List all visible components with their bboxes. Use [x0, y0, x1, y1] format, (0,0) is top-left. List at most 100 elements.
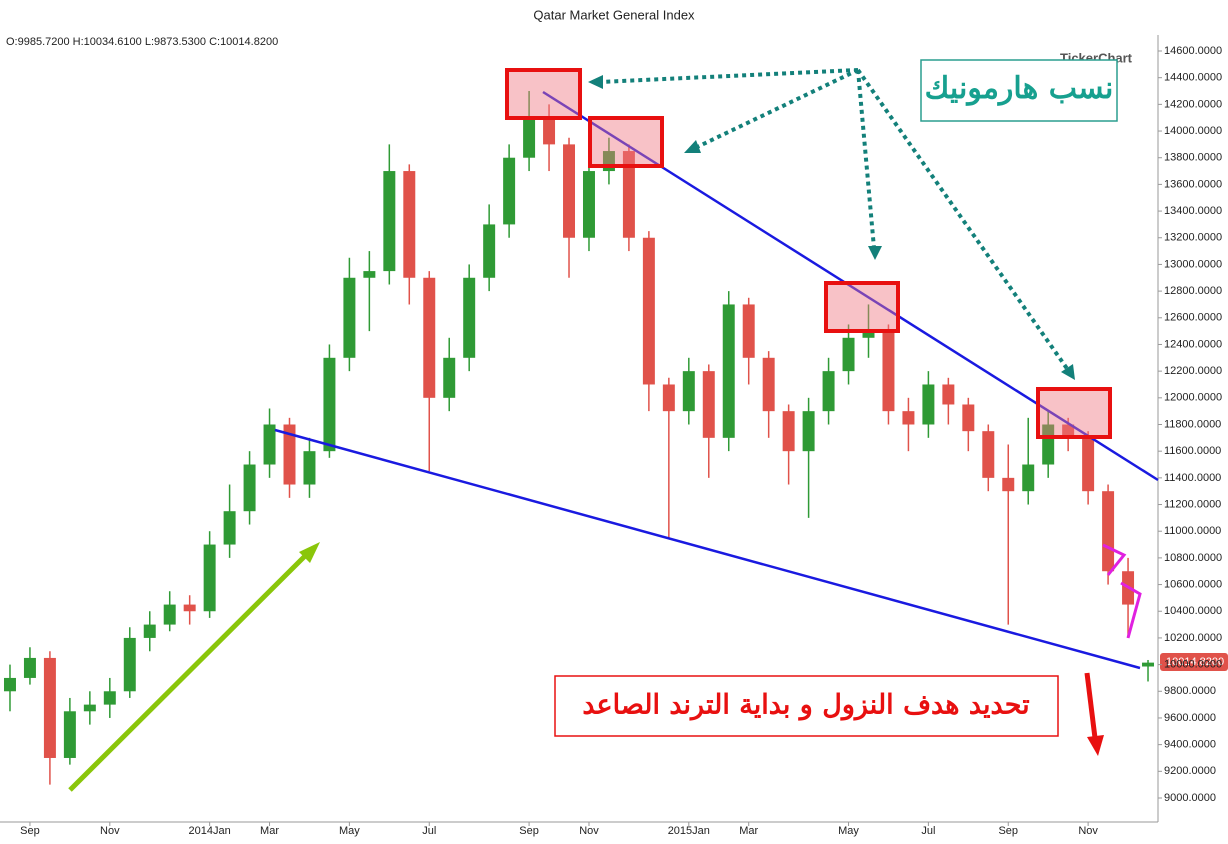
- x-tick-label: Sep: [20, 825, 40, 837]
- y-tick-label: 11600.0000: [1164, 445, 1221, 457]
- candle-body: [543, 117, 556, 145]
- candle-body: [323, 357, 336, 452]
- y-tick-label: 13600.0000: [1164, 178, 1222, 190]
- candle-body: [1142, 662, 1155, 667]
- candle-body: [722, 304, 735, 438]
- y-tick-label: 11000.0000: [1164, 525, 1221, 537]
- candle-body: [902, 411, 915, 425]
- y-tick-label: 9200.0000: [1164, 765, 1216, 777]
- candle-body: [503, 157, 516, 225]
- y-tick-label: 9800.0000: [1164, 685, 1216, 697]
- candle-body: [962, 404, 975, 432]
- candle-body: [602, 151, 615, 172]
- candle-body: [203, 544, 216, 612]
- trend-line: [542, 90, 1159, 482]
- candle-body: [463, 277, 476, 358]
- y-tick-label: 10200.0000: [1164, 632, 1222, 644]
- y-tick-label: 10800.0000: [1164, 552, 1222, 564]
- candle-body: [563, 144, 576, 238]
- candle-body: [23, 657, 36, 678]
- arrow-head: [1087, 735, 1104, 756]
- note-box: [920, 59, 1118, 122]
- candle-body: [403, 171, 416, 278]
- up-arrow: [68, 551, 310, 792]
- y-tick-label: 12400.0000: [1164, 338, 1222, 350]
- candle-body: [642, 237, 655, 385]
- candle-body: [1022, 464, 1035, 492]
- annotation: نسب هارمونيك: [925, 71, 1114, 106]
- candle-body: [882, 331, 895, 412]
- arrow-head: [299, 542, 320, 563]
- pattern: [1120, 581, 1142, 639]
- y-tick-label: 14400.0000: [1164, 72, 1222, 84]
- y-tick-label: 9400.0000: [1164, 739, 1216, 751]
- box: [824, 281, 900, 333]
- candle-body: [802, 411, 815, 452]
- y-tick-label: 9000.0000: [1164, 792, 1216, 804]
- candle-body: [183, 604, 196, 612]
- dotted-arrows: [599, 68, 1070, 372]
- x-tick-label: Jul: [921, 825, 935, 837]
- ohlc-label: O:9985.7200 H:10034.6100 L:9873.5300 C:1…: [6, 36, 278, 48]
- candles: [3, 91, 1155, 785]
- candle-body: [423, 277, 436, 398]
- x-tick-label: Mar: [739, 825, 758, 837]
- x-tick-label: Sep: [519, 825, 539, 837]
- y-tick-label: 12600.0000: [1164, 312, 1222, 324]
- candle-body: [622, 151, 635, 238]
- annotation: تحديد هدف النزول و بداية الترند الصاعد: [582, 690, 1030, 722]
- y-tick-label: 12800.0000: [1164, 285, 1222, 297]
- candle-body: [523, 117, 536, 158]
- y-tick-label: 13000.0000: [1164, 258, 1222, 270]
- x-tick-label: Mar: [260, 825, 279, 837]
- x-tick-label: Jul: [422, 825, 436, 837]
- y-tick-label: 11400.0000: [1164, 472, 1221, 484]
- candle-body: [43, 657, 56, 758]
- note-box: [554, 675, 1059, 737]
- candle-body: [223, 511, 236, 545]
- y-tick-label: 10600.0000: [1164, 578, 1222, 590]
- y-tick-label: 12200.0000: [1164, 365, 1222, 377]
- candle-body: [762, 357, 775, 412]
- arrow-heads: [588, 75, 1075, 380]
- candle-body: [143, 624, 156, 638]
- candle-body: [483, 224, 496, 278]
- y-tick-label: 14200.0000: [1164, 98, 1222, 110]
- candle-body: [443, 357, 456, 398]
- price-tag: [1160, 653, 1228, 671]
- candle-body: [942, 384, 955, 405]
- candle-body: [702, 371, 715, 438]
- y-tick-label: 12000.0000: [1164, 392, 1222, 404]
- y-tick-label: 11200.0000: [1164, 498, 1221, 510]
- candle-body: [742, 304, 755, 358]
- candle-body: [1042, 424, 1055, 465]
- chart-title: Qatar Market General Index: [533, 7, 695, 22]
- candle-body: [263, 424, 276, 465]
- highlight-boxes: [505, 68, 1112, 439]
- x-tick-label: 2015Jan: [668, 825, 710, 837]
- candle-body: [83, 704, 96, 712]
- x-tick-label: 2014Jan: [189, 825, 231, 837]
- candle-body: [922, 384, 935, 425]
- x-tick-label: Sep: [998, 825, 1018, 837]
- candle-body: [1082, 437, 1095, 492]
- candle-body: [123, 637, 136, 692]
- y-tick-label: 11800.0000: [1164, 418, 1221, 430]
- price-tag-label: 10014.8200: [1166, 656, 1224, 668]
- y-tick-label: 13200.0000: [1164, 232, 1222, 244]
- y-tick-label: 10000.0000: [1164, 659, 1222, 671]
- pattern: [1102, 543, 1127, 576]
- x-tick-label: May: [838, 825, 859, 837]
- candle-body: [283, 424, 296, 485]
- y-tick-label: 10400.0000: [1164, 605, 1222, 617]
- box: [1036, 387, 1112, 439]
- candle-body: [1102, 491, 1115, 572]
- x-tick-label: Nov: [1078, 825, 1098, 837]
- x-tick-label: May: [339, 825, 360, 837]
- y-tick-label: 14000.0000: [1164, 125, 1222, 137]
- candle-body: [243, 464, 256, 512]
- candle-body: [63, 711, 76, 758]
- y-tick-label: 9600.0000: [1164, 712, 1216, 724]
- candle-body: [862, 331, 875, 338]
- x-tick-label: Nov: [100, 825, 120, 837]
